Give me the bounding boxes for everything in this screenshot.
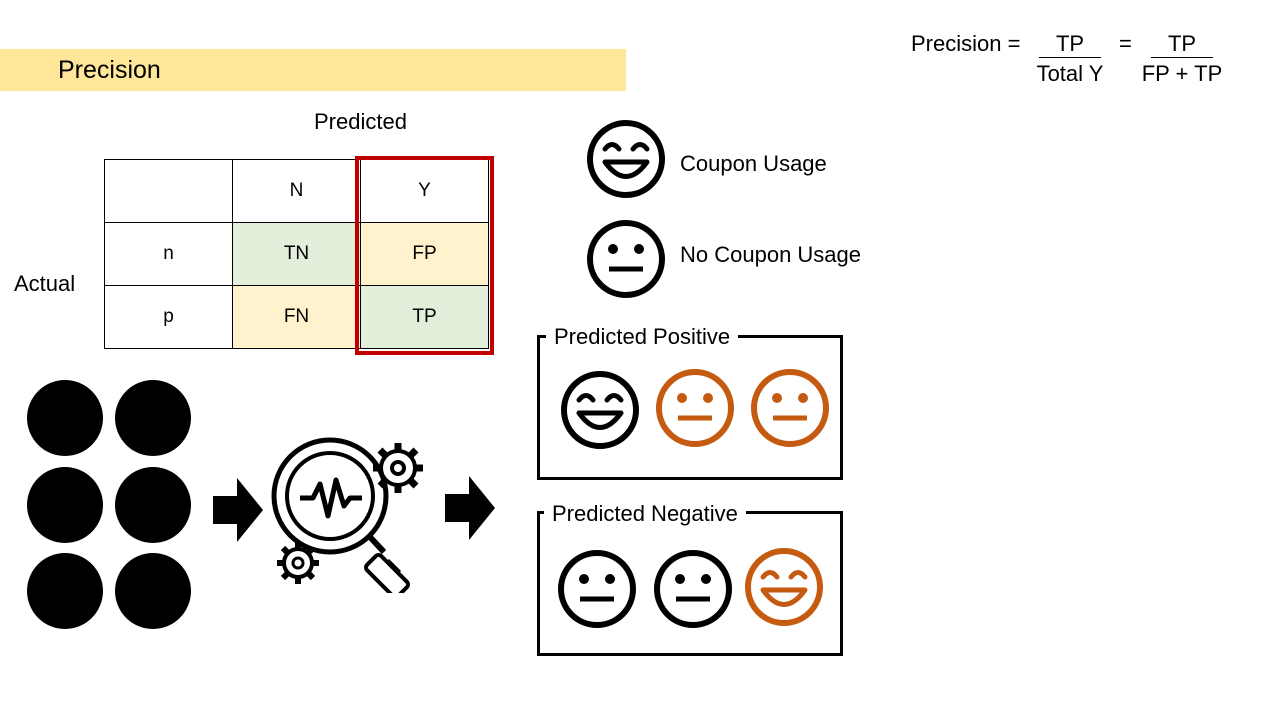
population-dot (115, 553, 191, 629)
arrow-right-icon (213, 478, 263, 542)
legend-label-coupon-usage: Coupon Usage (680, 151, 827, 176)
matrix-cell-fn: FN (232, 285, 361, 349)
legend-label-no-coupon-usage: No Coupon Usage (680, 242, 862, 267)
predicted-axis-label: Predicted (314, 109, 407, 134)
formula-numerator-1: TP (1039, 31, 1101, 58)
matrix-row-label-p: p (104, 285, 233, 349)
smiley-face-icon (587, 120, 665, 198)
matrix-cell-tp: TP (360, 285, 489, 349)
neutral-face-icon (587, 220, 665, 298)
matrix-header-row: N Y (104, 159, 489, 223)
analysis-magnifier-icon (271, 437, 423, 593)
arrow-right-icon (445, 476, 495, 540)
neutral-face-icon (656, 369, 734, 447)
formula-numerator-2: TP (1151, 31, 1213, 58)
matrix-cell-fp: FP (360, 222, 489, 286)
matrix-cell-tn: TN (232, 222, 361, 286)
matrix-row-n: n TN FP (104, 222, 489, 286)
population-dot (115, 467, 191, 543)
slide-title: Precision (58, 56, 161, 84)
formula-fraction-1: TP Total Y (1030, 31, 1110, 87)
neutral-face-icon (654, 550, 732, 628)
actual-axis-label: Actual (14, 271, 76, 296)
title-banner (0, 49, 626, 91)
formula-label: Precision = (911, 31, 1021, 56)
confusion-matrix: N Y n TN FP p FN TP (104, 159, 489, 349)
matrix-row-p: p FN TP (104, 285, 489, 349)
population-dot (115, 380, 191, 456)
population-dots (27, 380, 191, 629)
formula-fraction-2: TP FP + TP (1134, 31, 1230, 87)
population-dot (27, 553, 103, 629)
smiley-face-icon (561, 371, 639, 449)
neutral-face-icon (751, 369, 829, 447)
predicted-positive-label: Predicted Positive (546, 324, 739, 350)
neutral-face-icon (558, 550, 636, 628)
population-dot (27, 380, 103, 456)
formula-denominator-1: Total Y (1036, 61, 1104, 86)
formula-equals: = (1119, 31, 1132, 56)
predicted-y-column-highlight (355, 156, 494, 355)
population-dot (27, 467, 103, 543)
matrix-col-header-n: N (232, 159, 361, 223)
smiley-face-icon (745, 548, 823, 626)
formula-denominator-2: FP + TP (1141, 61, 1223, 86)
matrix-col-header-y: Y (360, 159, 489, 223)
predicted-negative-label: Predicted Negative (544, 501, 746, 527)
matrix-row-label-n: n (104, 222, 233, 286)
matrix-corner-cell (104, 159, 233, 223)
